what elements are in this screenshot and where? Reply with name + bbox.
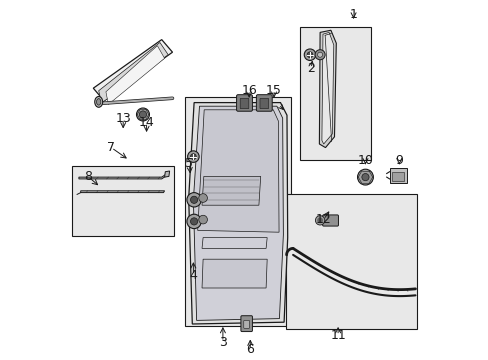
Text: 14: 14 [139, 116, 154, 129]
Text: 6: 6 [246, 343, 254, 356]
Polygon shape [106, 46, 164, 104]
Circle shape [190, 196, 197, 203]
Text: 2: 2 [306, 62, 314, 75]
FancyBboxPatch shape [185, 97, 291, 326]
FancyBboxPatch shape [285, 194, 416, 329]
Circle shape [187, 151, 199, 162]
FancyBboxPatch shape [300, 27, 370, 160]
Text: 3: 3 [219, 336, 226, 348]
Text: 5: 5 [185, 157, 193, 170]
FancyBboxPatch shape [256, 95, 272, 111]
Text: 1: 1 [349, 8, 357, 21]
Polygon shape [93, 40, 172, 101]
Text: 7: 7 [107, 141, 115, 154]
Polygon shape [164, 171, 169, 177]
Polygon shape [202, 238, 266, 248]
Ellipse shape [95, 96, 102, 107]
Polygon shape [202, 259, 266, 288]
FancyBboxPatch shape [392, 172, 403, 181]
Polygon shape [79, 174, 167, 179]
Polygon shape [193, 106, 283, 320]
Text: 16: 16 [241, 84, 257, 96]
Circle shape [306, 52, 312, 58]
Polygon shape [202, 176, 260, 205]
Circle shape [186, 214, 201, 229]
Text: 12: 12 [315, 213, 331, 226]
Polygon shape [321, 32, 333, 144]
FancyBboxPatch shape [236, 95, 252, 111]
Polygon shape [81, 191, 164, 193]
FancyBboxPatch shape [389, 168, 406, 183]
Text: 8: 8 [84, 170, 92, 183]
Text: 15: 15 [265, 84, 282, 96]
Circle shape [190, 154, 196, 159]
Ellipse shape [96, 99, 101, 105]
Text: 4: 4 [189, 269, 197, 282]
Polygon shape [197, 110, 279, 232]
Polygon shape [188, 103, 287, 324]
FancyBboxPatch shape [241, 316, 252, 332]
Circle shape [315, 216, 324, 225]
Circle shape [199, 215, 207, 224]
Text: 11: 11 [329, 329, 346, 342]
Circle shape [317, 218, 322, 222]
Circle shape [199, 194, 207, 202]
Circle shape [190, 218, 197, 225]
Circle shape [361, 174, 368, 181]
Circle shape [314, 50, 325, 60]
Circle shape [136, 108, 149, 121]
Circle shape [186, 193, 201, 207]
FancyBboxPatch shape [244, 320, 249, 328]
Text: 10: 10 [357, 154, 373, 167]
Circle shape [317, 52, 322, 57]
FancyBboxPatch shape [260, 98, 268, 109]
FancyBboxPatch shape [322, 215, 338, 226]
FancyBboxPatch shape [240, 98, 248, 109]
Text: 13: 13 [115, 112, 131, 125]
Circle shape [304, 49, 315, 60]
Polygon shape [319, 30, 336, 148]
FancyBboxPatch shape [72, 166, 174, 236]
Text: 9: 9 [395, 154, 403, 167]
Polygon shape [99, 42, 168, 103]
Circle shape [139, 111, 146, 118]
Circle shape [357, 169, 373, 185]
